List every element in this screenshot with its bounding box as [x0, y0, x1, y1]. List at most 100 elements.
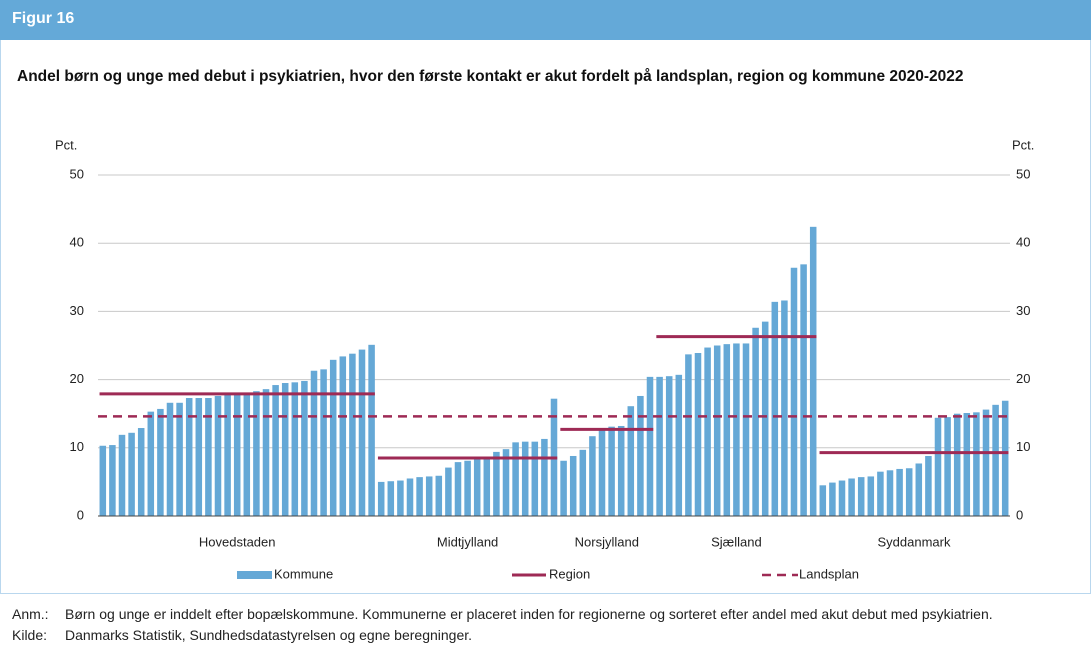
- bar: [742, 343, 750, 516]
- bar: [483, 456, 491, 516]
- bar: [502, 449, 510, 516]
- y-tick-label: 30: [70, 303, 84, 318]
- note-text: Danmarks Statistik, Sundhedsdatastyrelse…: [65, 627, 473, 643]
- bar: [877, 471, 884, 516]
- y2-tick-label: 30: [1016, 303, 1030, 318]
- y-axis-label: Pct.: [55, 137, 77, 152]
- bar: [99, 445, 107, 516]
- bar: [377, 481, 385, 516]
- notes: Anm.: Børn og unge er inddelt efter bopæl…: [12, 604, 1087, 646]
- x-tick-label: Syddanmark: [878, 534, 951, 549]
- legend-label: Region: [549, 566, 590, 581]
- y2-tick-label: 0: [1016, 507, 1023, 522]
- x-tick-label: Midtjylland: [437, 534, 498, 549]
- bar: [243, 392, 251, 516]
- bar: [973, 412, 980, 516]
- bar: [118, 434, 126, 516]
- bar: [704, 347, 711, 516]
- bar: [733, 343, 740, 516]
- legend-key-bar: [237, 571, 272, 579]
- bar: [627, 406, 635, 516]
- y-tick-label: 10: [70, 439, 84, 454]
- bar: [349, 353, 356, 516]
- bar: [579, 449, 587, 516]
- figure-number: Figur 16: [12, 10, 75, 27]
- bar: [166, 402, 174, 516]
- note-label: Kilde:: [12, 627, 48, 643]
- bar: [934, 417, 942, 516]
- y2-tick-label: 20: [1016, 371, 1030, 386]
- figure-header: Figur 16: [0, 0, 1091, 40]
- bar: [848, 478, 855, 516]
- bar: [723, 344, 731, 516]
- bar: [464, 460, 471, 516]
- bar: [656, 376, 663, 516]
- bar: [617, 425, 625, 516]
- bar: [176, 402, 183, 516]
- chart: Pct. Pct. 0 10 20 30 40 50 0 10 20 30 40 50 Hovedsta…: [55, 137, 1034, 581]
- bar: [713, 345, 721, 516]
- bar: [790, 267, 798, 516]
- bar: [233, 393, 241, 516]
- bar: [387, 481, 395, 516]
- bar: [925, 455, 932, 516]
- bar: [589, 436, 596, 516]
- bar: [982, 409, 990, 516]
- bar: [137, 428, 145, 516]
- chart-title: Andel børn og unge med debut i psykiatri…: [17, 68, 964, 85]
- note: Anm.: Børn og unge er inddelt efter bopæl…: [12, 604, 1087, 625]
- bar: [905, 468, 913, 516]
- bar: [521, 441, 529, 516]
- bar: [493, 451, 500, 516]
- bar: [608, 426, 615, 516]
- bar: [675, 374, 683, 516]
- note-label: Anm.:: [12, 606, 49, 622]
- bar: [454, 462, 462, 516]
- bar: [224, 394, 231, 516]
- y-tick-label: 40: [70, 235, 84, 250]
- bar: [541, 438, 548, 516]
- bar: [262, 389, 270, 516]
- bar: [886, 470, 894, 516]
- bar: [214, 395, 222, 516]
- bar: [819, 485, 827, 516]
- legend-label: Kommune: [274, 566, 333, 581]
- bar: [301, 380, 308, 516]
- y-tick-label: 50: [70, 166, 84, 181]
- bar: [665, 376, 673, 516]
- bar: [291, 382, 299, 516]
- bar: [896, 468, 903, 516]
- bar: [416, 477, 423, 516]
- bar: [205, 398, 212, 516]
- bar: [406, 478, 414, 516]
- bar: [694, 353, 702, 516]
- x-tick-label: Hovedstaden: [199, 534, 276, 549]
- bar: [857, 477, 865, 516]
- bar: [944, 417, 951, 516]
- bar: [397, 480, 404, 516]
- bar: [185, 398, 193, 516]
- y-tick-label: 0: [77, 507, 84, 522]
- bar: [1001, 400, 1009, 516]
- bar: [109, 445, 116, 516]
- bar: [761, 321, 769, 516]
- y-tick-label: 20: [70, 371, 84, 386]
- bar: [829, 482, 836, 516]
- y2-tick-label: 10: [1016, 439, 1030, 454]
- bar: [915, 463, 923, 516]
- bar: [281, 383, 289, 516]
- bar: [195, 398, 203, 516]
- x-tick-label: Sjælland: [711, 534, 762, 549]
- bar: [598, 428, 606, 516]
- bar: [963, 413, 971, 516]
- bar: [368, 344, 375, 516]
- bar: [531, 441, 539, 516]
- bar: [445, 467, 452, 516]
- legend-label: Landsplan: [799, 566, 859, 581]
- y2-axis-label: Pct.: [1012, 137, 1034, 152]
- bar: [867, 476, 875, 516]
- bar: [771, 301, 779, 516]
- y2-tick-label: 50: [1016, 166, 1030, 181]
- bar: [752, 327, 759, 516]
